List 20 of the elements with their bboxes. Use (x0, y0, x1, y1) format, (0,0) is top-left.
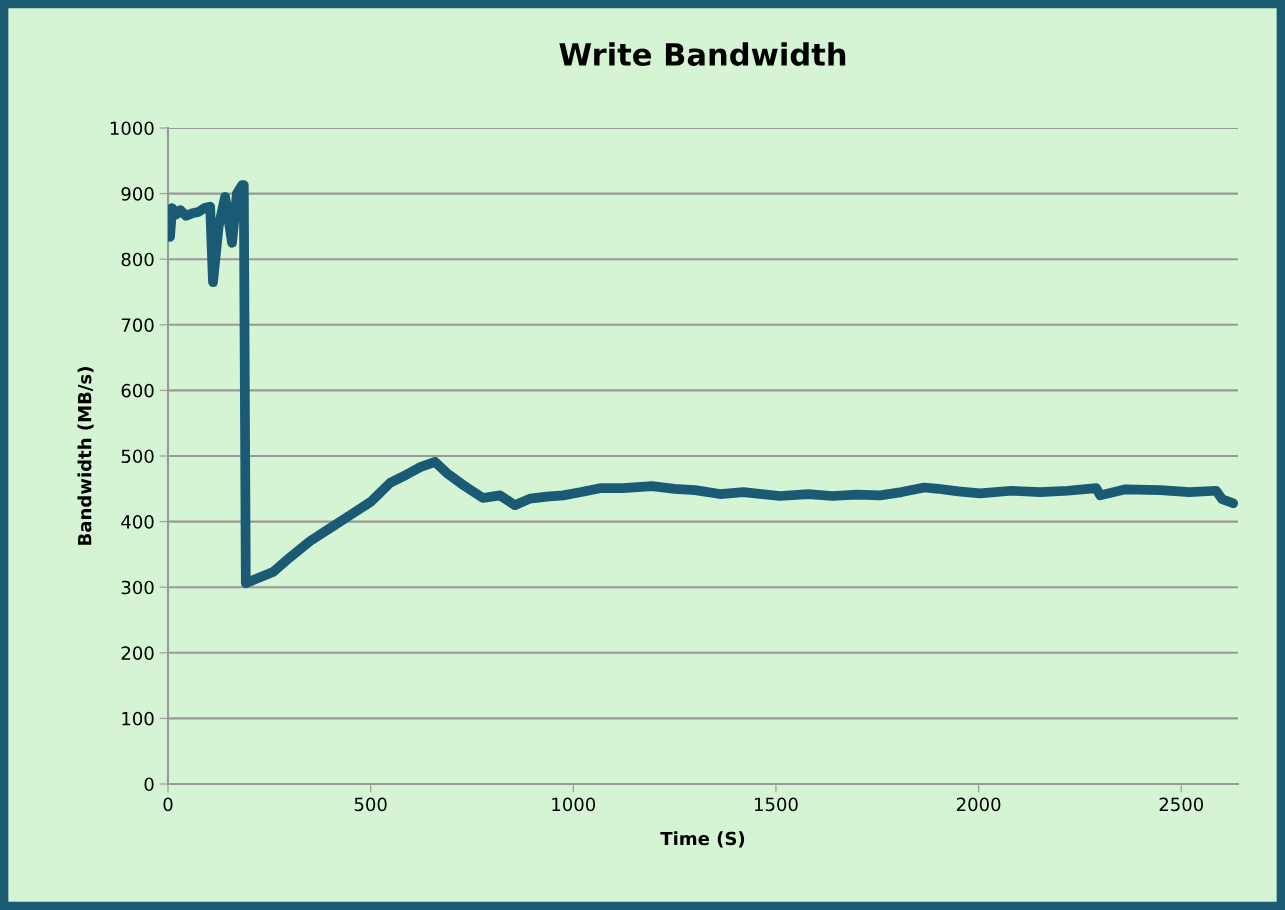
y-tick-label: 600 (121, 383, 154, 398)
x-tick-label: 500 (354, 797, 387, 812)
y-tick-label: 300 (121, 580, 154, 595)
x-tick-label: 1500 (754, 797, 798, 812)
x-tick-label: 2500 (1159, 797, 1204, 812)
y-tick-label: 200 (121, 646, 154, 660)
x-tick-label: 0 (163, 797, 173, 812)
y-tick-label: 400 (121, 515, 154, 529)
y-tick-label: 100 (122, 711, 154, 726)
x-tick-label: 1000 (552, 797, 596, 812)
y-tick-label: 0 (144, 777, 154, 792)
y-tick-label: 1000 (110, 121, 154, 136)
x-axis-title: Time (S) (660, 831, 745, 848)
y-axis-title: Bandwidth (MB/s) (77, 367, 94, 545)
y-tick-label: 500 (121, 449, 154, 464)
x-tick-label: 2000 (956, 797, 1001, 812)
y-tick-label: 700 (121, 318, 154, 332)
y-tick-label: 900 (121, 187, 154, 201)
chart-title: Write Bandwidth (559, 42, 846, 66)
y-tick-label: 800 (121, 252, 154, 267)
